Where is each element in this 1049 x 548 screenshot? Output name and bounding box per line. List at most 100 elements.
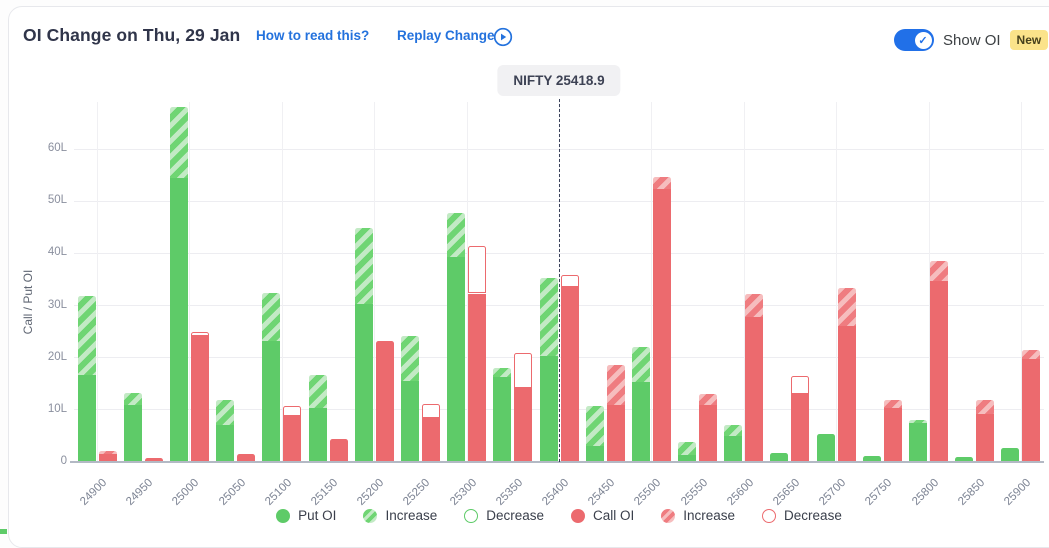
page-title: OI Change on Thu, 29 Jan <box>23 25 241 45</box>
put-increase-segment-25400[interactable] <box>540 278 558 357</box>
put-increase-segment-25100[interactable] <box>262 292 280 341</box>
call-bar-25200[interactable] <box>376 341 394 462</box>
put-bar-24900[interactable] <box>78 375 96 462</box>
call-bar-25050[interactable] <box>237 454 255 462</box>
call-bar-25650[interactable] <box>791 394 809 462</box>
nifty-price-label: NIFTY 25418.9 <box>497 65 621 96</box>
replay-change-link[interactable]: Replay Change <box>397 28 495 43</box>
put-bar-25750[interactable] <box>863 455 881 462</box>
call-bar-25750[interactable] <box>884 407 902 462</box>
header-right-controls: ✓ Show OI New <box>894 29 1049 51</box>
replay-play-icon[interactable] <box>493 27 513 47</box>
call-bar-24900[interactable] <box>99 453 117 462</box>
put-bar-24950[interactable] <box>124 404 142 462</box>
put-increase-segment-25050[interactable] <box>216 400 234 426</box>
call-bar-25850[interactable] <box>976 414 994 462</box>
call-increase-segment-25750[interactable] <box>884 400 902 408</box>
call-increase-segment-25500[interactable] <box>653 177 671 190</box>
call-bar-25600[interactable] <box>745 317 763 462</box>
put-bar-25600[interactable] <box>724 435 742 462</box>
put-bar-25200[interactable] <box>355 303 373 462</box>
put-bar-25300[interactable] <box>447 256 465 462</box>
call-increase-segment-24900[interactable] <box>99 451 117 454</box>
put-increase-segment-25200[interactable] <box>355 228 373 304</box>
put-increase-segment-25350[interactable] <box>493 368 511 377</box>
call-bar-25550[interactable] <box>699 404 717 462</box>
v-gridline <box>651 102 653 462</box>
call-bar-25000[interactable] <box>191 335 209 462</box>
v-gridline <box>466 102 468 462</box>
call-bar-25700[interactable] <box>838 326 856 462</box>
put-increase-segment-25250[interactable] <box>401 335 419 382</box>
put-increase-segment-24900[interactable] <box>78 296 96 376</box>
call-decrease-segment-25300[interactable] <box>468 245 486 294</box>
show-oi-toggle[interactable]: ✓ <box>894 29 934 51</box>
legend-item-increase-green-hatch[interactable]: Increase <box>363 508 437 523</box>
call-increase-segment-25800[interactable] <box>930 261 948 281</box>
put-bar-25000[interactable] <box>170 177 188 462</box>
put-increase-segment-25600[interactable] <box>724 424 742 436</box>
call-bar-25450[interactable] <box>607 405 625 462</box>
put-increase-segment-25150[interactable] <box>309 375 327 408</box>
oi-change-chart: 0 10L 20L 30L 40L 50L 60L Call / Put OI 24900 249… <box>9 7 1049 541</box>
put-bar-25050[interactable] <box>216 425 234 462</box>
x-tick-label: 25850 <box>955 476 987 508</box>
legend-item-decrease-red-outline[interactable]: Decrease <box>762 508 842 523</box>
call-bar-25300[interactable] <box>468 293 486 462</box>
put-increase-segment-25000[interactable] <box>170 107 188 178</box>
call-increase-segment-25600[interactable] <box>745 293 763 318</box>
call-decrease-segment-25250[interactable] <box>422 403 440 418</box>
put-bar-25400[interactable] <box>540 356 558 462</box>
put-bar-25700[interactable] <box>817 434 835 462</box>
put-bar-25250[interactable] <box>401 381 419 462</box>
call-bar-25100[interactable] <box>283 416 301 462</box>
put-increase-segment-25450[interactable] <box>586 405 604 446</box>
call-increase-segment-25850[interactable] <box>976 399 994 414</box>
put-increase-segment-25550[interactable] <box>678 442 696 455</box>
call-increase-segment-25450[interactable] <box>607 364 625 406</box>
y-tick-label: 20L <box>47 350 67 363</box>
call-decrease-segment-25650[interactable] <box>791 375 809 395</box>
call-decrease-segment-25350[interactable] <box>514 353 532 388</box>
call-increase-segment-25550[interactable] <box>699 394 717 405</box>
call-bar-24950[interactable] <box>145 457 163 462</box>
put-bar-25100[interactable] <box>262 340 280 462</box>
call-bar-25400[interactable] <box>561 286 579 462</box>
call-bar-25900[interactable] <box>1022 358 1040 462</box>
how-to-read-link[interactable]: How to read this? <box>256 28 370 43</box>
put-bar-25900[interactable] <box>1001 448 1019 462</box>
v-gridline <box>374 102 376 462</box>
call-bar-25150[interactable] <box>330 439 348 462</box>
put-bar-25150[interactable] <box>309 407 327 462</box>
red-solid-marker-icon <box>571 508 585 523</box>
call-increase-segment-25700[interactable] <box>838 288 856 327</box>
put-bar-25500[interactable] <box>632 382 650 462</box>
call-bar-25250[interactable] <box>422 417 440 462</box>
green-hatch-marker-icon <box>363 508 378 523</box>
show-oi-label: Show OI <box>943 31 1001 49</box>
legend-item-call-oi-red-solid[interactable]: Call OI <box>571 508 634 523</box>
put-increase-segment-24950[interactable] <box>124 392 142 405</box>
put-bar-25350[interactable] <box>493 376 511 462</box>
put-bar-25800[interactable] <box>909 422 927 462</box>
call-decrease-segment-25100[interactable] <box>283 405 301 417</box>
bottom-left-sliver <box>0 529 7 534</box>
put-bar-25550[interactable] <box>678 454 696 462</box>
x-tick-label: 25150 <box>309 476 341 508</box>
legend-item-put-oi-green-solid[interactable]: Put OI <box>276 508 336 523</box>
put-bar-25650[interactable] <box>770 453 788 462</box>
call-increase-segment-25900[interactable] <box>1022 349 1040 359</box>
put-increase-segment-25300[interactable] <box>447 212 465 257</box>
put-bar-25850[interactable] <box>955 456 973 462</box>
call-decrease-segment-25000[interactable] <box>191 332 209 336</box>
legend-item-increase-red-hatch[interactable]: Increase <box>661 508 735 523</box>
legend-label: Decrease <box>784 508 842 523</box>
put-bar-25450[interactable] <box>586 445 604 462</box>
call-decrease-segment-25400[interactable] <box>561 274 579 287</box>
put-increase-segment-25800[interactable] <box>909 420 927 423</box>
legend-item-decrease-green-outline[interactable]: Decrease <box>464 508 544 523</box>
call-bar-25500[interactable] <box>653 189 671 462</box>
put-increase-segment-25500[interactable] <box>632 347 650 383</box>
call-bar-25800[interactable] <box>930 280 948 462</box>
call-bar-25350[interactable] <box>514 387 532 462</box>
